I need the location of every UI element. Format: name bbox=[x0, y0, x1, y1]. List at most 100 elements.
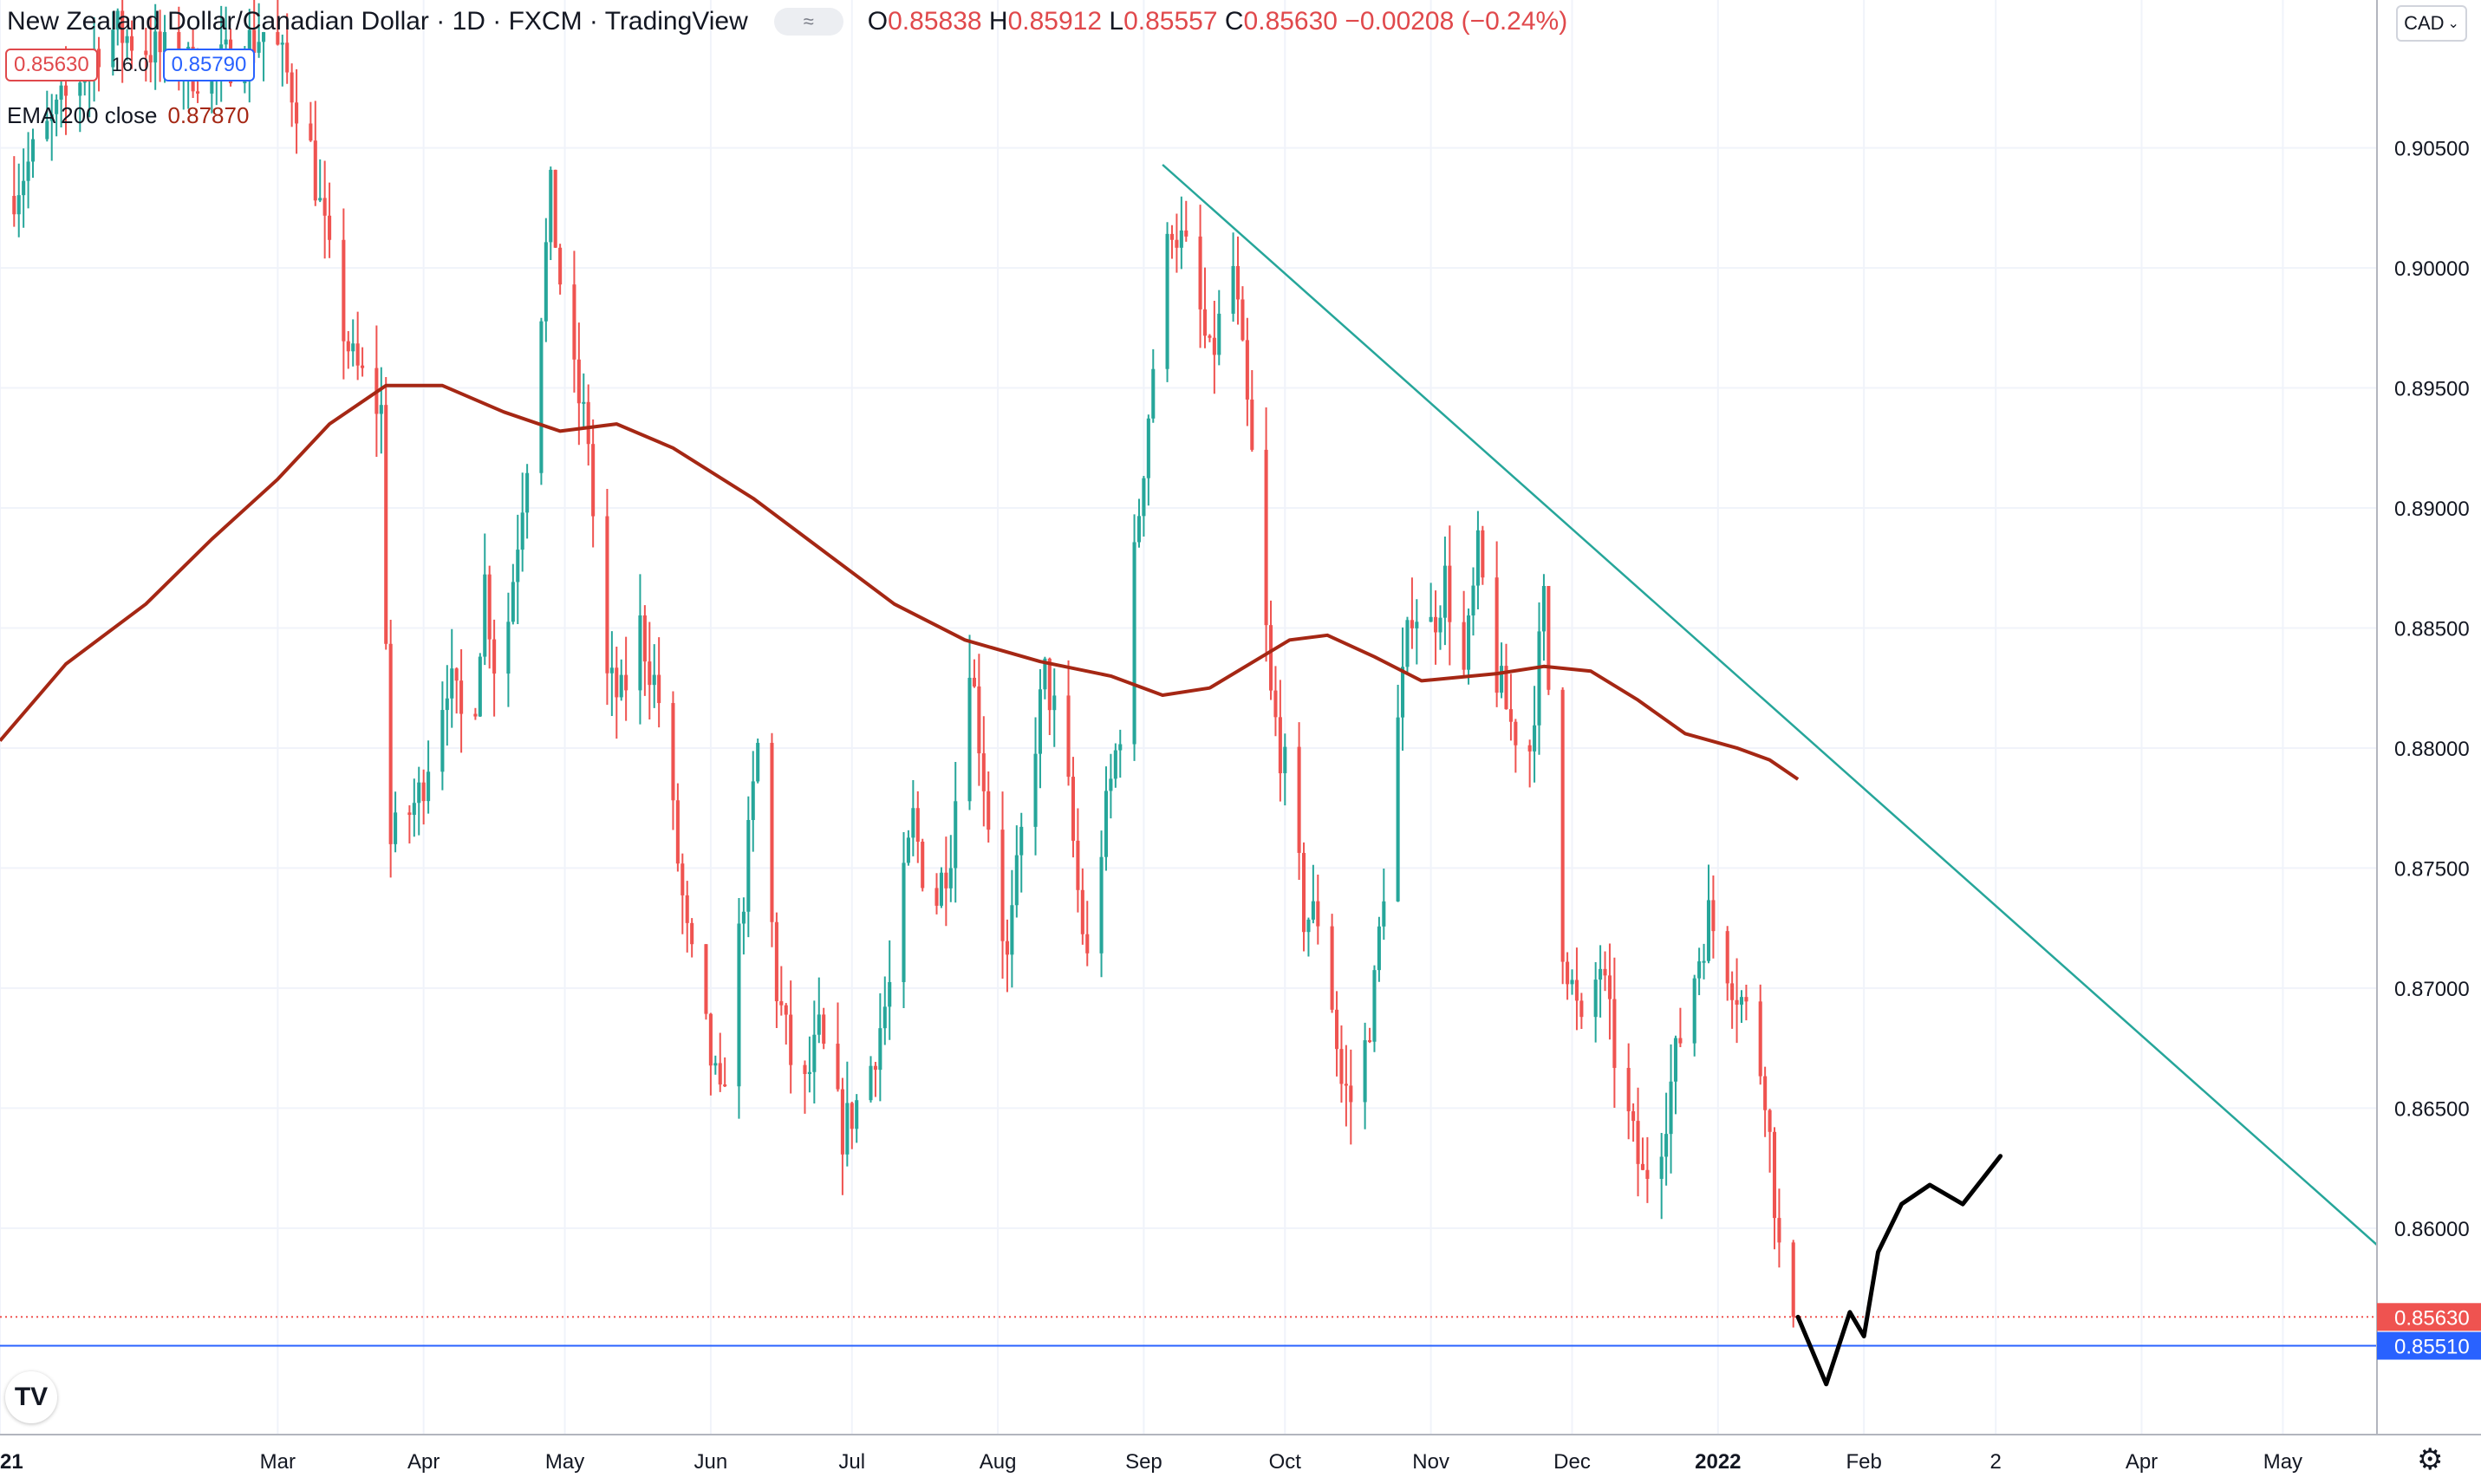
candle-body bbox=[708, 1013, 713, 1066]
candle-body bbox=[1603, 968, 1607, 976]
candle-body bbox=[1434, 616, 1438, 633]
candle-body bbox=[322, 198, 327, 216]
candle-body bbox=[869, 1065, 873, 1101]
trendline bbox=[1162, 164, 2378, 1246]
candle-body bbox=[115, 10, 120, 30]
candle-body bbox=[746, 819, 751, 912]
candle-body bbox=[553, 169, 557, 248]
candle-body bbox=[1330, 926, 1334, 1010]
candle-body bbox=[1283, 746, 1287, 774]
candle-body bbox=[1311, 901, 1315, 920]
candle-body bbox=[1471, 585, 1475, 615]
candle-body bbox=[1442, 565, 1447, 618]
candle-body bbox=[840, 1089, 844, 1155]
candle-body bbox=[1250, 399, 1254, 450]
candle-body bbox=[1401, 667, 1405, 718]
candle-body bbox=[412, 803, 416, 816]
candle-body bbox=[125, 36, 129, 43]
candle-body bbox=[1010, 905, 1014, 955]
candle-body bbox=[1076, 840, 1080, 890]
candle-body bbox=[822, 1014, 826, 1045]
price-label-text: 0.85510 bbox=[2394, 1336, 2470, 1359]
candle-body bbox=[671, 703, 675, 801]
candle-body bbox=[379, 405, 383, 414]
candle-body bbox=[290, 72, 294, 103]
sell-price-button[interactable]: 0.85630 bbox=[5, 49, 98, 81]
gear-icon[interactable]: ⚙ bbox=[2417, 1443, 2444, 1476]
candle-body bbox=[487, 574, 492, 640]
candle-body bbox=[1429, 616, 1433, 622]
candle-body bbox=[1136, 516, 1142, 543]
candle-body bbox=[723, 1084, 727, 1087]
candle-body bbox=[506, 622, 511, 674]
price-label-badge bbox=[2377, 1331, 2481, 1360]
time-tick-label: May bbox=[2263, 1450, 2302, 1474]
candle-body bbox=[12, 195, 16, 215]
candle-body bbox=[609, 667, 614, 674]
symbol-title[interactable]: New Zealand Dollar/Canadian Dollar · 1D … bbox=[7, 7, 748, 36]
candle-body bbox=[642, 615, 647, 662]
candle-body bbox=[1245, 340, 1249, 400]
candle-body bbox=[285, 42, 290, 73]
candle-body bbox=[1005, 941, 1009, 955]
chart-legend-header: New Zealand Dollar/Canadian Dollar · 1D … bbox=[0, 0, 1567, 43]
candle-body bbox=[328, 215, 332, 240]
buy-price-button[interactable]: 0.85790 bbox=[162, 49, 256, 81]
candle-body bbox=[153, 31, 158, 63]
candle-body bbox=[1047, 658, 1052, 711]
price-tick-label: 0.89500 bbox=[2394, 378, 2470, 401]
candle-body bbox=[78, 82, 82, 96]
candle-body bbox=[1240, 299, 1245, 341]
candle-body bbox=[1235, 265, 1240, 300]
candle-body bbox=[934, 888, 939, 906]
ema-legend[interactable]: EMA 200 close 0.87870 bbox=[7, 102, 249, 129]
candle-body bbox=[1217, 313, 1221, 355]
candle-body bbox=[454, 668, 459, 681]
candle-body bbox=[276, 32, 280, 45]
candle-body bbox=[59, 85, 63, 100]
candle-body bbox=[1019, 826, 1024, 856]
candle-body bbox=[1735, 999, 1739, 1006]
candle-body bbox=[1758, 1001, 1762, 1077]
candle-body bbox=[1640, 1163, 1645, 1170]
candle-body bbox=[111, 29, 115, 68]
candle-body bbox=[1316, 901, 1320, 927]
candle-body bbox=[680, 863, 685, 895]
candle-body bbox=[1448, 565, 1452, 622]
candle-body bbox=[96, 49, 101, 68]
tradingview-logo-icon[interactable]: TV bbox=[5, 1371, 57, 1423]
candle-body bbox=[262, 32, 266, 42]
candle-body bbox=[342, 239, 346, 342]
candle-body bbox=[1043, 658, 1047, 690]
candle-body bbox=[741, 911, 746, 924]
candle-body bbox=[638, 615, 642, 691]
candle-body bbox=[770, 743, 774, 922]
candle-body bbox=[445, 698, 449, 711]
projection-drawing bbox=[1795, 1154, 2003, 1387]
close-value: 0.85630 bbox=[1243, 7, 1338, 36]
candle-body bbox=[981, 753, 986, 791]
candle-body bbox=[713, 1063, 718, 1066]
candle-body bbox=[1593, 980, 1598, 1018]
candle-body bbox=[789, 1014, 793, 1065]
candle-body bbox=[807, 1071, 811, 1075]
candle-body bbox=[576, 359, 581, 404]
candle-body bbox=[1410, 620, 1414, 628]
candle-body bbox=[417, 782, 421, 804]
candle-body bbox=[1264, 449, 1268, 626]
candle-body bbox=[196, 91, 200, 94]
candle-body bbox=[1066, 695, 1071, 778]
candle-body bbox=[1132, 542, 1136, 745]
candle-body bbox=[549, 169, 553, 243]
candle-body bbox=[1725, 931, 1729, 984]
indicator-toggle-pill[interactable]: ≈ bbox=[773, 8, 843, 36]
currency-dropdown[interactable]: CAD ⌄ bbox=[2396, 5, 2467, 42]
candle-body bbox=[1334, 1009, 1339, 1050]
candle-body bbox=[1109, 778, 1113, 791]
time-tick-label: May bbox=[545, 1450, 584, 1474]
candle-body bbox=[1744, 997, 1748, 1002]
candle-body bbox=[690, 922, 694, 945]
chevron-down-icon: ⌄ bbox=[2447, 16, 2459, 31]
spread-value: 16.0 bbox=[111, 54, 149, 75]
